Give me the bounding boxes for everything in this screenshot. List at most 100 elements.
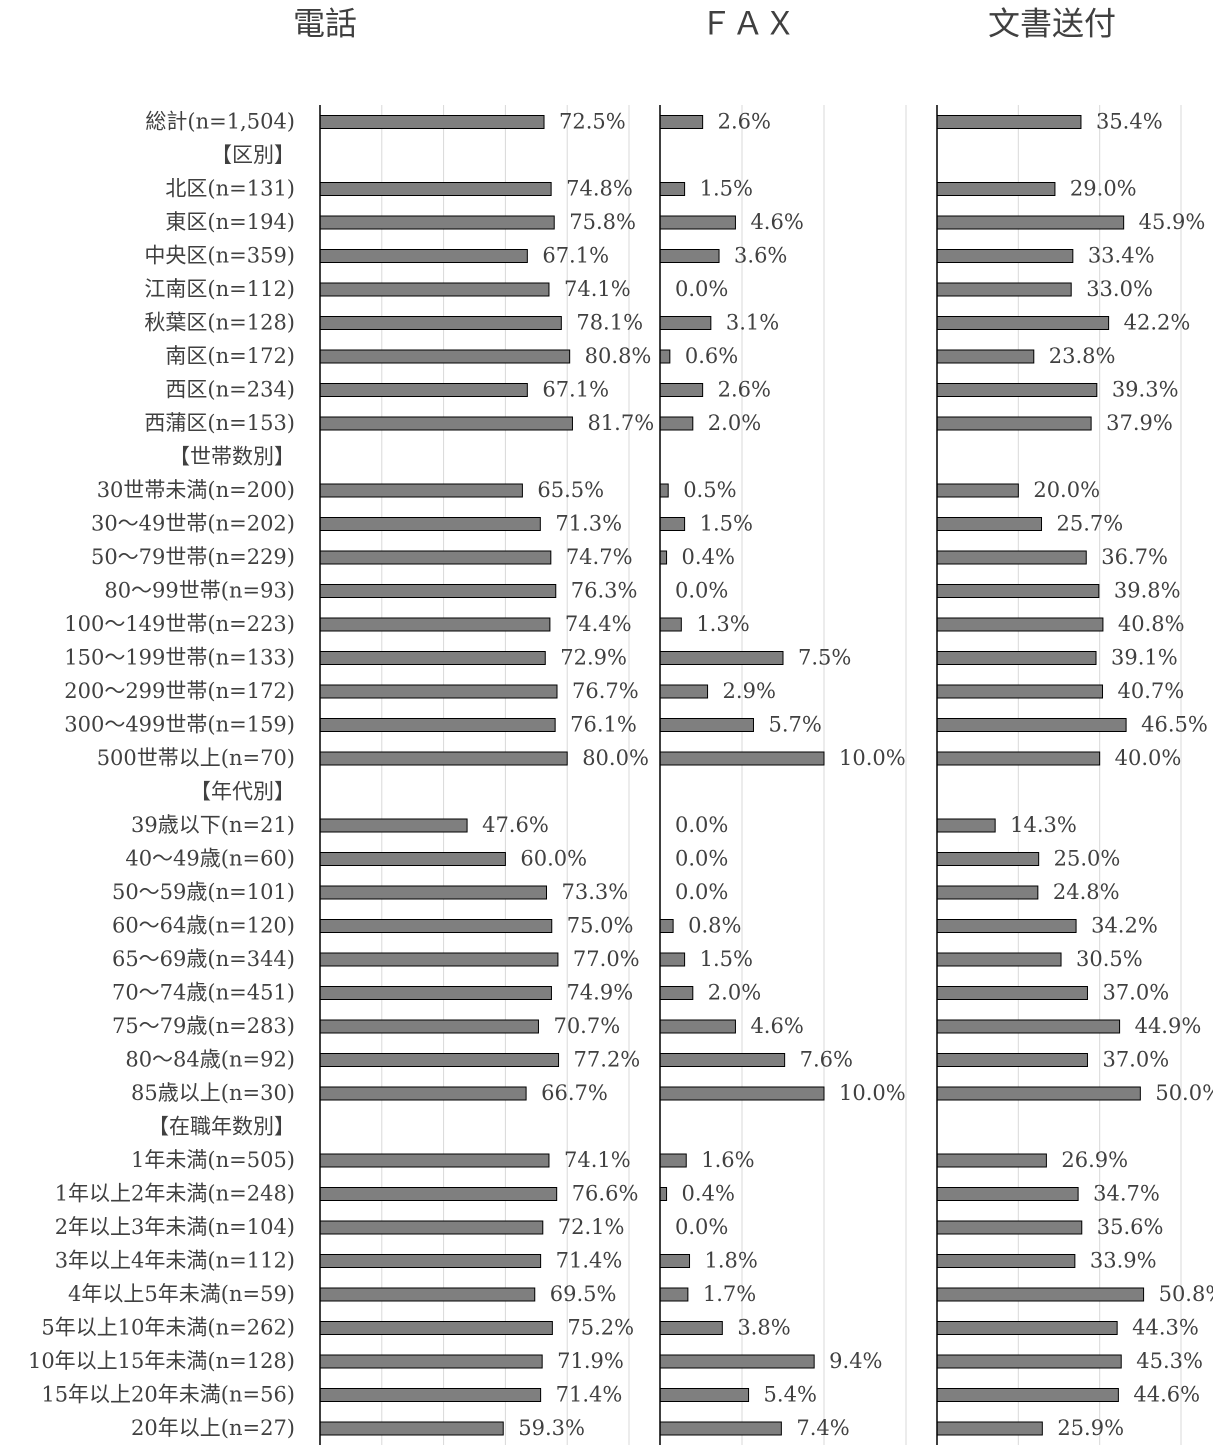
category-label: 10年以上15年未満(n=128)	[28, 1349, 295, 1373]
value-label: 35.4%	[1096, 110, 1163, 134]
bar	[936, 249, 1074, 263]
bar	[936, 383, 1098, 397]
category-label: 【世帯数別】	[169, 445, 295, 469]
bar	[319, 852, 506, 866]
category-label: 15年以上20年未満(n=56)	[41, 1383, 295, 1407]
bar	[659, 952, 686, 967]
value-label: 1.7%	[703, 1282, 756, 1306]
value-label: 42.2%	[1124, 311, 1191, 335]
bar	[936, 718, 1127, 732]
category-label: 85歳以上(n=30)	[131, 1081, 295, 1105]
bar	[659, 1187, 668, 1201]
category-label: 50～59歳(n=101)	[112, 880, 295, 904]
bar	[319, 115, 545, 129]
bar	[319, 182, 552, 196]
category-label: 南区(n=172)	[165, 344, 295, 368]
bar	[936, 1354, 1122, 1369]
bar	[659, 1354, 815, 1369]
value-label: 60.0%	[520, 847, 587, 871]
bar	[936, 584, 1100, 598]
value-label: 37.0%	[1102, 981, 1169, 1005]
value-label: 2.0%	[708, 411, 761, 435]
value-label: 78.1%	[576, 311, 643, 335]
bar	[936, 1388, 1119, 1402]
value-label: 3.1%	[726, 311, 779, 335]
value-label: 74.7%	[566, 545, 633, 569]
value-label: 34.7%	[1093, 1182, 1160, 1206]
bar	[319, 1086, 527, 1101]
bar	[659, 1086, 825, 1101]
category-label: 70～74歳(n=451)	[112, 981, 295, 1005]
value-label: 66.7%	[541, 1081, 608, 1105]
bar	[319, 383, 528, 397]
value-label: 4.6%	[750, 1014, 803, 1038]
bar	[319, 1287, 536, 1302]
value-label: 7.4%	[796, 1416, 849, 1440]
bar	[936, 1153, 1047, 1168]
bar	[319, 885, 547, 900]
value-label: 1.5%	[700, 177, 753, 201]
bar	[319, 584, 557, 598]
value-label: 72.5%	[559, 110, 626, 134]
category-label: 30世帯未満(n=200)	[97, 478, 295, 502]
bar	[659, 1053, 786, 1067]
bar	[319, 952, 559, 967]
value-label: 70.7%	[553, 1014, 620, 1038]
value-label: 71.3%	[555, 512, 622, 536]
value-label: 14.3%	[1010, 813, 1077, 837]
bar	[319, 1421, 504, 1436]
bar	[319, 617, 551, 632]
category-label: 100～149世帯(n=223)	[64, 612, 295, 636]
value-label: 2.6%	[718, 378, 771, 402]
value-label: 0.4%	[682, 1182, 735, 1206]
value-label: 80.8%	[585, 344, 652, 368]
bar	[659, 416, 694, 431]
value-label: 74.1%	[564, 1148, 631, 1172]
value-label: 77.0%	[573, 947, 640, 971]
value-label: 10.0%	[839, 1081, 906, 1105]
category-label: 1年未満(n=505)	[131, 1148, 295, 1172]
bar	[319, 1321, 553, 1335]
value-label: 45.3%	[1136, 1349, 1203, 1373]
bar	[936, 282, 1072, 297]
value-label: 40.0%	[1115, 746, 1182, 770]
bar	[659, 249, 720, 263]
value-label: 0.5%	[683, 478, 736, 502]
value-label: 7.5%	[798, 646, 851, 670]
value-label: 47.6%	[482, 813, 549, 837]
value-label: 26.9%	[1061, 1148, 1128, 1172]
value-label: 0.8%	[688, 914, 741, 938]
value-label: 20.0%	[1033, 478, 1100, 502]
bar	[319, 1254, 542, 1268]
bar	[319, 1388, 542, 1402]
category-label: 総計(n=1,504)	[145, 110, 295, 134]
bar	[936, 483, 1019, 498]
value-label: 80.0%	[582, 746, 649, 770]
value-label: 75.0%	[567, 914, 634, 938]
bar	[659, 1153, 687, 1168]
bar	[936, 986, 1088, 1000]
value-label: 37.9%	[1106, 411, 1173, 435]
category-label: 【在職年数別】	[148, 1115, 295, 1139]
category-label: 65～69歳(n=344)	[112, 947, 295, 971]
bar	[319, 517, 541, 531]
bar	[319, 282, 550, 297]
bar	[936, 316, 1110, 330]
value-label: 0.6%	[685, 344, 738, 368]
value-label: 76.6%	[572, 1182, 639, 1206]
bar	[936, 684, 1104, 699]
value-label: 25.9%	[1057, 1416, 1124, 1440]
category-label: 北区(n=131)	[165, 177, 295, 201]
category-label: 秋葉区(n=128)	[144, 311, 295, 335]
bar	[936, 1421, 1043, 1436]
value-label: 33.4%	[1088, 244, 1155, 268]
bar	[319, 215, 555, 230]
bar	[659, 684, 709, 699]
bar	[936, 919, 1077, 933]
category-label: 75～79歳(n=283)	[112, 1014, 295, 1038]
value-label: 23.8%	[1049, 344, 1116, 368]
category-label: 東区(n=194)	[165, 210, 295, 234]
category-label: 60～64歳(n=120)	[112, 914, 295, 938]
bar	[319, 1019, 539, 1034]
